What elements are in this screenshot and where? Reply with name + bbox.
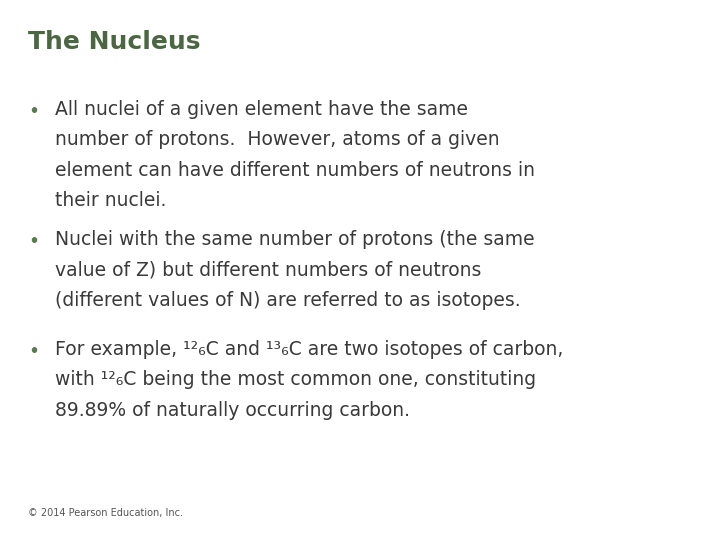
Text: 89.89% of naturally occurring carbon.: 89.89% of naturally occurring carbon.	[55, 401, 410, 420]
Text: element can have different numbers of neutrons in: element can have different numbers of ne…	[55, 161, 535, 180]
Text: (different values of N) are referred to as isotopes.: (different values of N) are referred to …	[55, 291, 521, 310]
Text: •: •	[28, 232, 39, 251]
Text: For example, ¹²₆C and ¹³₆C are two isotopes of carbon,: For example, ¹²₆C and ¹³₆C are two isoto…	[55, 340, 563, 359]
Text: with ¹²₆C being the most common one, constituting: with ¹²₆C being the most common one, con…	[55, 370, 536, 389]
Text: their nuclei.: their nuclei.	[55, 191, 166, 210]
Text: All nuclei of a given element have the same: All nuclei of a given element have the s…	[55, 100, 468, 119]
Text: value of Z) but different numbers of neutrons: value of Z) but different numbers of neu…	[55, 260, 482, 279]
Text: number of protons.  However, atoms of a given: number of protons. However, atoms of a g…	[55, 130, 500, 150]
Text: The Nucleus: The Nucleus	[28, 30, 200, 54]
Text: •: •	[28, 342, 39, 361]
Text: Nuclei with the same number of protons (the same: Nuclei with the same number of protons (…	[55, 230, 535, 249]
Text: © 2014 Pearson Education, Inc.: © 2014 Pearson Education, Inc.	[28, 508, 183, 518]
Text: •: •	[28, 102, 39, 121]
